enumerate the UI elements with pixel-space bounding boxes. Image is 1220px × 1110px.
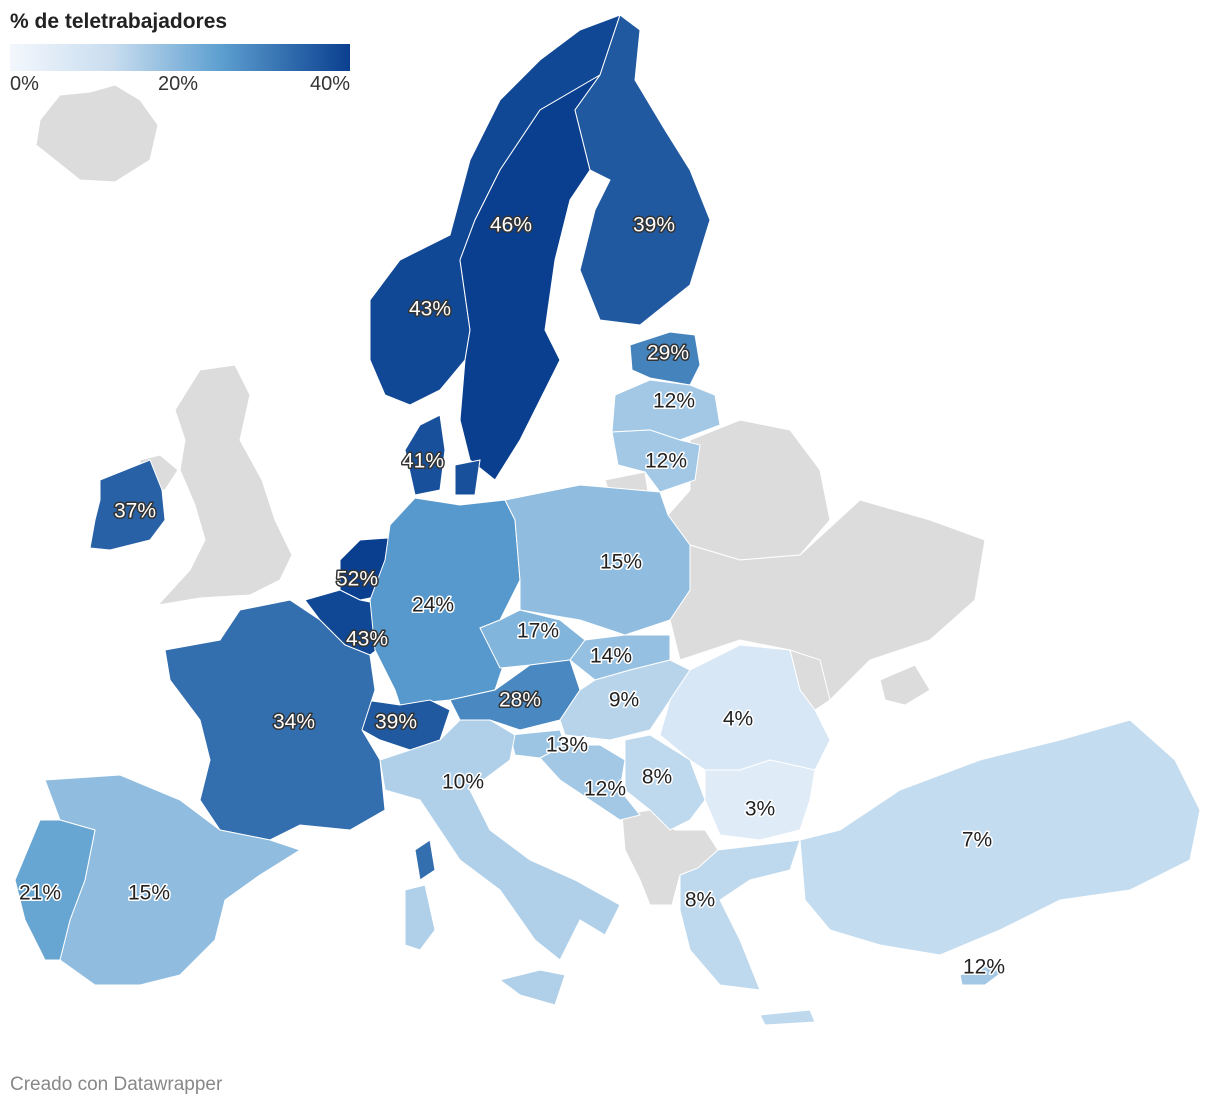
value-label-hungary: 9% <box>609 689 639 712</box>
region-finland <box>574 14 711 326</box>
value-label-estonia: 29% <box>647 342 689 365</box>
region-ukraine <box>669 499 986 701</box>
region-united-kingdom <box>156 364 293 606</box>
region-greece <box>679 839 801 991</box>
value-label-sweden: 46% <box>490 214 532 237</box>
region-portugal <box>14 819 96 961</box>
region-denmark <box>404 414 481 496</box>
value-label-switzerland: 39% <box>375 711 417 734</box>
value-label-portugal: 21% <box>19 882 61 905</box>
region-corsica <box>414 839 436 881</box>
region-belarus <box>667 419 831 561</box>
value-label-netherlands: 52% <box>336 568 378 591</box>
region-cyprus <box>959 964 1007 986</box>
credit-line: Creado con Datawrapper <box>10 1074 223 1095</box>
region-serbia <box>624 734 706 831</box>
region-estonia <box>629 331 701 386</box>
value-label-greece: 8% <box>685 889 715 912</box>
legend-gradient-bar <box>10 44 350 71</box>
region-bulgaria <box>704 759 816 841</box>
legend-tick-mid: 20% <box>158 73 199 95</box>
value-label-ireland: 37% <box>114 500 156 523</box>
value-label-belgium: 43% <box>346 628 388 651</box>
region-france <box>164 599 386 841</box>
value-label-cyprus: 12% <box>963 956 1005 979</box>
value-label-slovakia: 14% <box>590 645 632 668</box>
region-italy <box>379 719 621 961</box>
value-label-croatia: 12% <box>584 778 626 801</box>
value-label-bulgaria: 3% <box>745 798 775 821</box>
region-romania <box>659 644 831 771</box>
region-crete <box>759 1009 816 1026</box>
region-poland <box>504 484 691 636</box>
region-croatia <box>539 744 641 821</box>
region-turkey <box>799 719 1201 956</box>
value-label-latvia: 12% <box>653 390 695 413</box>
region-sicily <box>498 969 566 1006</box>
value-label-serbia: 8% <box>642 766 672 789</box>
value-label-lithuania: 12% <box>645 450 687 473</box>
value-label-norway: 43% <box>409 298 451 321</box>
legend-title: % de teletrabajadores <box>10 10 228 33</box>
value-label-denmark: 41% <box>402 450 444 473</box>
value-label-austria: 28% <box>499 689 541 712</box>
region-sardinia <box>404 884 436 951</box>
value-label-france: 34% <box>273 711 315 734</box>
value-label-czechia: 17% <box>517 620 559 643</box>
value-label-poland: 15% <box>600 551 642 574</box>
value-label-spain: 15% <box>128 882 170 905</box>
value-label-turkey: 7% <box>962 829 992 852</box>
region-crimea <box>879 664 931 706</box>
legend-ticks: 0% 20% 40% <box>10 73 350 99</box>
value-label-romania: 4% <box>723 708 753 731</box>
color-legend: % de teletrabajadores 0% 20% 40% <box>10 10 350 99</box>
region-sweden <box>459 74 601 481</box>
legend-tick-min: 0% <box>10 73 39 95</box>
region-ireland <box>89 459 166 551</box>
region-lithuania <box>611 429 701 493</box>
value-label-italy: 10% <box>442 771 484 794</box>
value-label-germany: 24% <box>412 594 454 617</box>
value-label-finland: 39% <box>633 214 675 237</box>
region-iceland <box>35 84 159 183</box>
legend-tick-max: 40% <box>309 73 350 95</box>
value-label-slovenia: 13% <box>546 734 588 757</box>
